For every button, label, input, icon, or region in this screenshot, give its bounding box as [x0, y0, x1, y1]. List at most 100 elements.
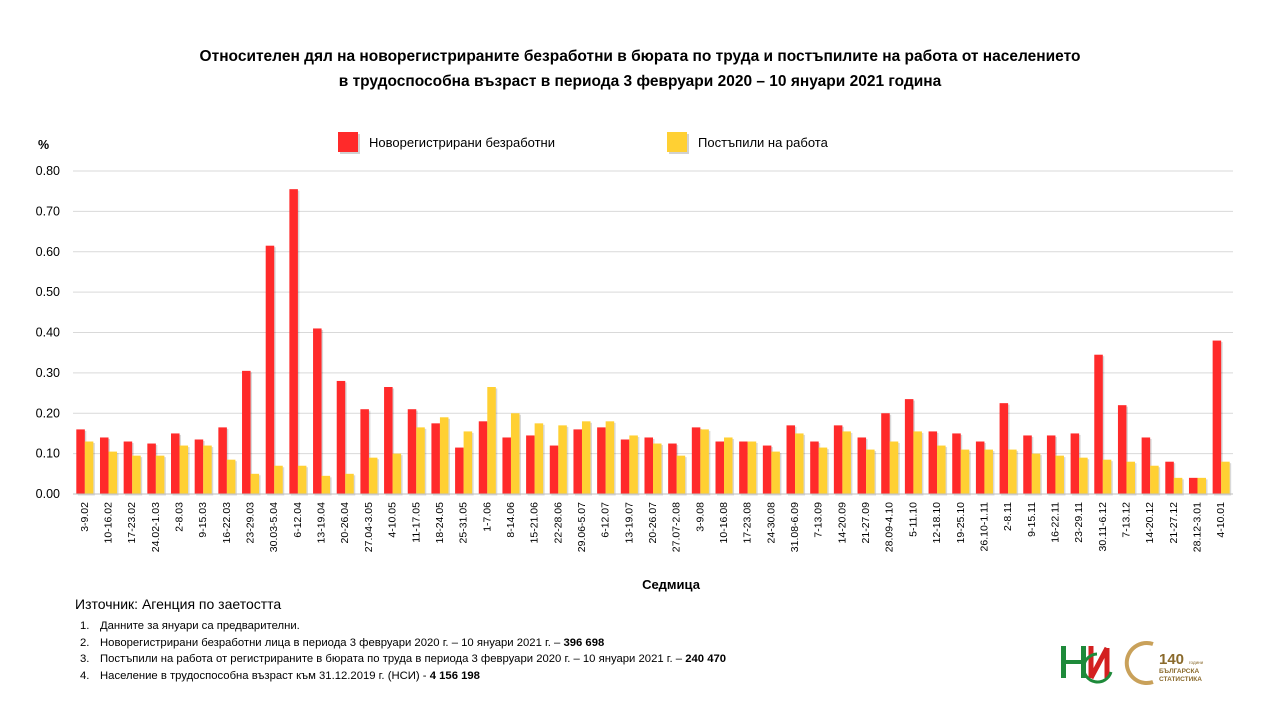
- x-tick-label: 24.02-1.03: [150, 502, 162, 552]
- bar-new-unemployed: [1188, 477, 1198, 494]
- bar-new-unemployed: [620, 439, 630, 494]
- x-tick-label: 6-12.07: [600, 502, 612, 538]
- legend-item: Постъпили на работа: [667, 132, 829, 154]
- bar-employed: [1221, 461, 1230, 494]
- bar-employed: [392, 453, 402, 494]
- svg-text:СТАТИСТИКА: СТАТИСТИКА: [1159, 676, 1202, 683]
- x-tick-label: 28.09-4.10: [884, 502, 896, 552]
- bar-employed: [581, 421, 591, 494]
- svg-text:140: 140: [1159, 651, 1184, 668]
- bar-new-unemployed: [289, 189, 298, 494]
- bar-new-unemployed: [1094, 354, 1103, 494]
- bar-new-unemployed: [1212, 340, 1222, 494]
- bar-employed: [321, 475, 331, 494]
- bar-new-unemployed: [691, 427, 701, 494]
- bar-employed: [345, 473, 354, 494]
- footnote: 1. Данните за януари са предварителни.: [80, 620, 300, 632]
- bar-employed: [889, 441, 899, 494]
- 140-years-logo: 140 години БЪЛГАРСКА СТАТИСТИКА: [1124, 641, 1204, 685]
- legend-item: Новорегистрирани безработни: [338, 132, 555, 154]
- svg-text:години: години: [1189, 660, 1204, 665]
- bar-new-unemployed: [786, 425, 796, 494]
- x-tick-label: 21-27.09: [860, 502, 872, 544]
- x-tick-label: 28.12-3.01: [1191, 502, 1203, 552]
- bar-employed: [1126, 461, 1135, 494]
- nsi-logo: [1061, 646, 1113, 684]
- bar-employed: [795, 433, 804, 494]
- x-tick-label: 30.11-6.12: [1097, 502, 1109, 552]
- bar-new-unemployed: [218, 427, 227, 494]
- bar-new-unemployed: [407, 409, 417, 494]
- bar-employed: [1031, 453, 1041, 494]
- x-tick-label: 25-31.05: [458, 502, 470, 544]
- x-tick-label: 24-30.08: [765, 502, 777, 544]
- bar-new-unemployed: [999, 403, 1009, 494]
- bar-employed: [866, 449, 875, 494]
- x-tick-label: 13-19.04: [316, 502, 328, 544]
- y-tick-label: 0.00: [36, 487, 60, 501]
- x-tick-label: 17-23.02: [126, 502, 138, 544]
- bar-new-unemployed: [1070, 433, 1080, 494]
- x-tick-label: 7-13.12: [1120, 502, 1132, 538]
- logos: 140 години БЪЛГАРСКА СТАТИСТИКА: [1061, 641, 1204, 685]
- x-tick-label: 23-29.03: [245, 502, 257, 544]
- legend-swatch: [338, 132, 358, 152]
- bar-new-unemployed: [99, 437, 109, 494]
- bar-new-unemployed: [762, 445, 772, 494]
- y-axis-label: %: [38, 138, 49, 152]
- bar-employed: [937, 445, 946, 494]
- y-tick-label: 0.80: [36, 164, 60, 178]
- bar-new-unemployed: [526, 435, 535, 494]
- bar-new-unemployed: [1165, 461, 1174, 494]
- x-tick-label: 16-22.03: [221, 502, 233, 544]
- x-axis-title: Седмица: [642, 577, 701, 592]
- bar-employed: [771, 451, 780, 494]
- bar-employed: [226, 459, 236, 494]
- bar-new-unemployed: [455, 447, 464, 494]
- x-tick-label: 4-10.05: [387, 502, 399, 538]
- x-tick-label: 20-26.04: [339, 502, 351, 544]
- x-tick-label: 6-12.04: [292, 502, 304, 538]
- y-tick-label: 0.40: [36, 326, 60, 340]
- footnote: 2. Новорегистрирани безработни лица в пер…: [80, 636, 605, 649]
- bar-new-unemployed: [313, 328, 322, 494]
- footnote: 3. Постъпили на работа от регистрираните …: [80, 653, 727, 665]
- footnotes: 1. Данните за януари са предварителни. 2.…: [80, 618, 726, 684]
- bar-new-unemployed: [904, 399, 914, 494]
- bar-employed: [416, 427, 425, 494]
- bar-new-unemployed: [1023, 435, 1032, 494]
- bar-new-unemployed: [194, 439, 204, 494]
- x-tick-label: 2-8.11: [1002, 502, 1014, 531]
- x-tick-label: 2-8.03: [174, 502, 186, 532]
- bar-employed: [1055, 455, 1064, 494]
- y-tick-label: 0.50: [36, 285, 60, 299]
- bar-new-unemployed: [573, 429, 582, 494]
- bar-employed: [558, 425, 567, 494]
- x-tick-label: 14-20.12: [1144, 502, 1156, 544]
- x-tick-label: 14-20.09: [836, 502, 848, 544]
- bar-new-unemployed: [76, 429, 85, 494]
- bar-employed: [510, 413, 520, 494]
- y-tick-label: 0.10: [36, 447, 60, 461]
- x-tick-label: 29.06-5.07: [576, 502, 588, 552]
- bar-employed: [1150, 465, 1159, 494]
- bar-new-unemployed: [881, 413, 890, 494]
- bar-employed: [960, 449, 970, 494]
- bar-employed: [984, 449, 993, 494]
- x-tick-label: 16-22.11: [1049, 502, 1061, 543]
- legend-swatch: [667, 132, 687, 152]
- x-tick-label: 1-7.06: [481, 502, 493, 532]
- bar-new-unemployed: [1117, 405, 1127, 494]
- x-tick-label: 12-18.10: [931, 502, 943, 544]
- bar-employed: [842, 431, 851, 494]
- x-tick-label: 3-9.02: [79, 502, 91, 532]
- y-tick-label: 0.70: [36, 204, 60, 218]
- x-tick-label: 27.07-2.08: [671, 502, 683, 552]
- bar-new-unemployed: [975, 441, 985, 494]
- bar-new-unemployed: [242, 370, 251, 494]
- bar-new-unemployed: [171, 433, 180, 494]
- bar-new-unemployed: [644, 437, 653, 494]
- x-tick-label: 30.03-5.04: [268, 502, 280, 552]
- x-tick-label: 31.08-6.09: [789, 502, 801, 552]
- x-tick-label: 9-15.03: [197, 502, 209, 538]
